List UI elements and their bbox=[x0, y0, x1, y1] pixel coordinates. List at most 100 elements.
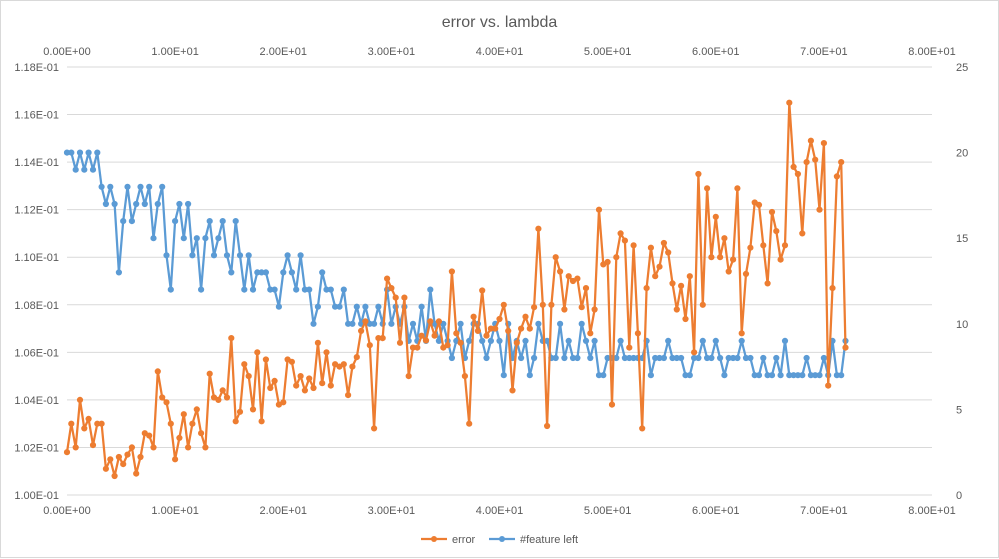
data-point bbox=[102, 465, 110, 472]
data-point bbox=[146, 432, 153, 439]
data-point bbox=[85, 149, 92, 156]
data-point bbox=[414, 344, 421, 351]
data-point bbox=[552, 354, 559, 362]
data-point bbox=[539, 301, 546, 308]
data-point bbox=[621, 237, 629, 244]
data-point bbox=[262, 356, 269, 363]
data-point bbox=[500, 301, 507, 308]
x-top-tick-label: 5.00E+01 bbox=[584, 46, 631, 58]
data-point bbox=[721, 372, 728, 379]
x-bottom-tick-label: 6.00E+01 bbox=[692, 505, 739, 517]
data-point bbox=[825, 382, 832, 389]
data-point bbox=[314, 303, 321, 310]
data-point bbox=[639, 425, 646, 432]
data-point bbox=[777, 256, 784, 263]
data-point bbox=[773, 228, 780, 235]
data-point bbox=[656, 263, 663, 270]
data-point bbox=[582, 337, 590, 344]
data-point bbox=[379, 335, 386, 342]
data-point bbox=[396, 339, 404, 346]
data-point bbox=[708, 254, 715, 261]
x-top-tick-label: 4.00E+01 bbox=[476, 46, 523, 58]
data-point bbox=[600, 372, 607, 379]
data-point bbox=[133, 470, 140, 477]
data-point bbox=[163, 399, 170, 406]
data-point bbox=[422, 337, 430, 344]
data-point bbox=[699, 301, 706, 308]
data-point bbox=[712, 213, 719, 220]
data-point bbox=[531, 354, 538, 362]
data-point bbox=[591, 337, 598, 344]
data-point bbox=[786, 99, 793, 106]
data-point bbox=[574, 354, 581, 362]
data-point bbox=[712, 337, 719, 344]
data-point bbox=[159, 183, 166, 190]
data-point bbox=[124, 451, 131, 458]
legend-marker bbox=[499, 536, 505, 542]
data-point bbox=[401, 294, 408, 301]
data-point bbox=[561, 306, 568, 313]
data-point bbox=[198, 286, 205, 293]
data-point bbox=[760, 354, 767, 362]
data-point bbox=[531, 304, 538, 311]
data-point bbox=[306, 286, 313, 293]
data-point bbox=[799, 372, 806, 379]
data-point bbox=[137, 183, 144, 190]
data-point bbox=[574, 275, 581, 282]
data-point bbox=[206, 218, 213, 225]
data-point bbox=[647, 244, 655, 251]
data-point bbox=[557, 268, 564, 275]
data-point bbox=[288, 358, 295, 365]
y-left-tick-label: 1.12E-01 bbox=[14, 205, 59, 217]
data-point bbox=[206, 370, 213, 377]
data-point bbox=[721, 235, 728, 242]
data-point bbox=[215, 235, 222, 242]
data-point bbox=[673, 306, 680, 313]
data-point bbox=[189, 252, 196, 259]
data-point bbox=[345, 392, 352, 399]
data-point bbox=[717, 354, 724, 362]
data-point bbox=[128, 218, 135, 225]
x-bottom-tick-label: 1.00E+01 bbox=[151, 505, 198, 517]
y-left-tick-label: 1.16E-01 bbox=[14, 110, 59, 122]
data-point bbox=[223, 394, 231, 401]
data-point bbox=[245, 252, 252, 259]
data-point bbox=[457, 320, 464, 327]
data-point bbox=[578, 304, 585, 311]
data-point bbox=[435, 318, 442, 325]
y-right-tick-label: 5 bbox=[956, 404, 962, 416]
data-point bbox=[755, 201, 763, 208]
data-point bbox=[643, 285, 650, 292]
data-point bbox=[72, 444, 79, 451]
y-left-tick-label: 1.00E-01 bbox=[14, 490, 59, 502]
data-point bbox=[466, 420, 473, 427]
data-point bbox=[578, 320, 585, 327]
data-point bbox=[665, 337, 672, 344]
data-point bbox=[319, 380, 326, 387]
data-point bbox=[725, 268, 732, 275]
data-point bbox=[115, 453, 123, 461]
data-point bbox=[608, 401, 616, 408]
data-point bbox=[799, 230, 806, 237]
x-top-tick-label: 2.00E+01 bbox=[260, 46, 307, 58]
data-point bbox=[518, 354, 525, 362]
data-point bbox=[613, 254, 620, 261]
data-point bbox=[154, 368, 161, 375]
data-point bbox=[509, 387, 516, 394]
data-point bbox=[353, 354, 360, 361]
data-point bbox=[293, 382, 300, 389]
data-point bbox=[678, 354, 685, 362]
data-point bbox=[418, 303, 425, 310]
data-point bbox=[223, 252, 231, 259]
data-point bbox=[790, 163, 797, 170]
data-point bbox=[219, 218, 226, 225]
data-point bbox=[366, 342, 373, 349]
data-point bbox=[561, 354, 568, 362]
data-point bbox=[120, 461, 127, 468]
data-point bbox=[185, 200, 192, 208]
data-point bbox=[496, 337, 503, 344]
data-point bbox=[340, 361, 347, 368]
legend-label: error bbox=[452, 534, 476, 546]
